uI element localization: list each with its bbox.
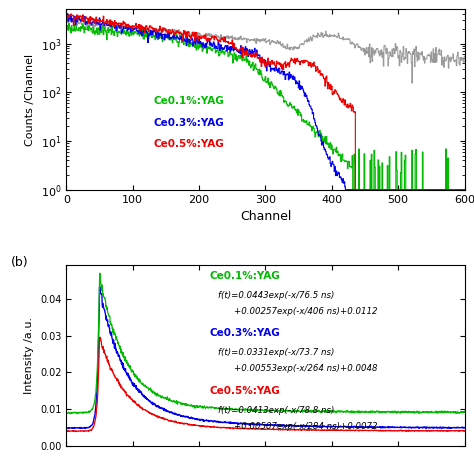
Text: +0.00553exp(-x/264 ns)+0.0048: +0.00553exp(-x/264 ns)+0.0048 [234, 365, 377, 374]
Text: Ce0.5%:YAG: Ce0.5%:YAG [154, 139, 225, 149]
Y-axis label: Intensity /a.u.: Intensity /a.u. [25, 317, 35, 394]
Text: Ce0.3%:YAG: Ce0.3%:YAG [210, 328, 281, 338]
Text: f(t)=0.0413exp(-x/78.8 ns): f(t)=0.0413exp(-x/78.8 ns) [218, 406, 334, 415]
Text: Ce0.1%:YAG: Ce0.1%:YAG [154, 96, 225, 106]
Text: f(t)=0.0443exp(-x/76.5 ns): f(t)=0.0443exp(-x/76.5 ns) [218, 291, 334, 300]
Text: Ce0.1%:YAG: Ce0.1%:YAG [210, 271, 281, 281]
Text: Ce0.5%:YAG: Ce0.5%:YAG [210, 386, 281, 396]
X-axis label: Channel: Channel [240, 210, 291, 223]
Text: +0.00507exp(-x/284 ns)+0.0072: +0.00507exp(-x/284 ns)+0.0072 [234, 422, 377, 431]
Text: +0.00257exp(-x/406 ns)+0.0112: +0.00257exp(-x/406 ns)+0.0112 [234, 307, 377, 316]
Y-axis label: Counts /Channel: Counts /Channel [25, 54, 35, 146]
Text: Ce0.3%:YAG: Ce0.3%:YAG [154, 118, 225, 128]
Text: f(t)=0.0331exp(-x/73.7 ns): f(t)=0.0331exp(-x/73.7 ns) [218, 348, 334, 357]
Text: (b): (b) [10, 256, 28, 269]
